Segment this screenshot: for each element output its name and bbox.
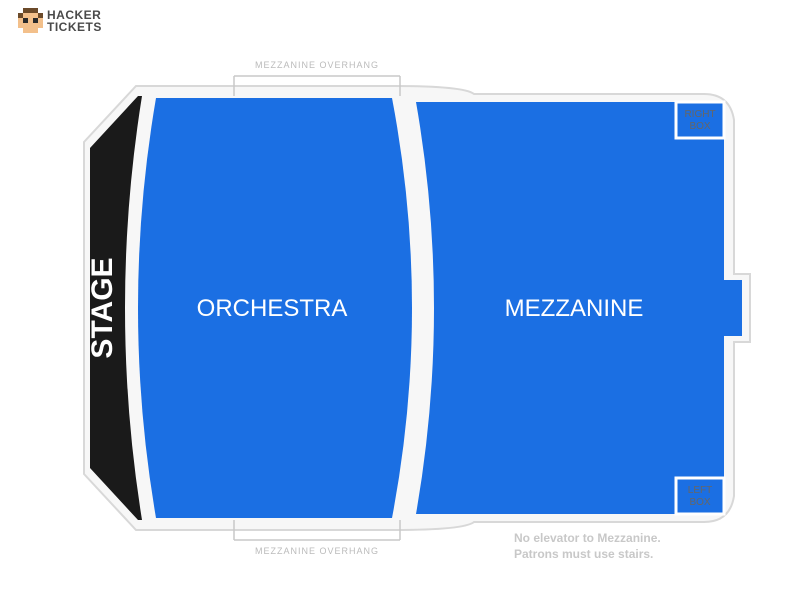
right-box-label-2: BOX xyxy=(689,121,710,132)
left-box-label-2: BOX xyxy=(689,497,710,508)
logo: HACKER TICKETS xyxy=(18,8,102,33)
overhang-bottom-label: MEZZANINE OVERHANG xyxy=(255,546,379,556)
mezzanine-label: MEZZANINE xyxy=(505,295,644,322)
logo-pixel-icon xyxy=(18,8,43,33)
logo-text: HACKER TICKETS xyxy=(47,9,102,33)
note-line2: Patrons must use stairs. xyxy=(514,547,653,561)
left-box-label-1: LEFT xyxy=(688,485,712,496)
orchestra-label: ORCHESTRA xyxy=(197,295,348,322)
seating-chart: STAGE ORCHESTRA MEZZANINE RIGHT BOX LEFT… xyxy=(44,52,756,564)
stage-label: STAGE xyxy=(86,257,119,358)
logo-line1: HACKER xyxy=(47,9,102,21)
overhang-top-label: MEZZANINE OVERHANG xyxy=(255,60,379,70)
left-box-section[interactable] xyxy=(676,478,724,514)
logo-line2: TICKETS xyxy=(47,21,102,33)
note-line1: No elevator to Mezzanine. xyxy=(514,531,661,545)
right-box-section[interactable] xyxy=(676,102,724,138)
right-box-label-1: RIGHT xyxy=(684,109,715,120)
